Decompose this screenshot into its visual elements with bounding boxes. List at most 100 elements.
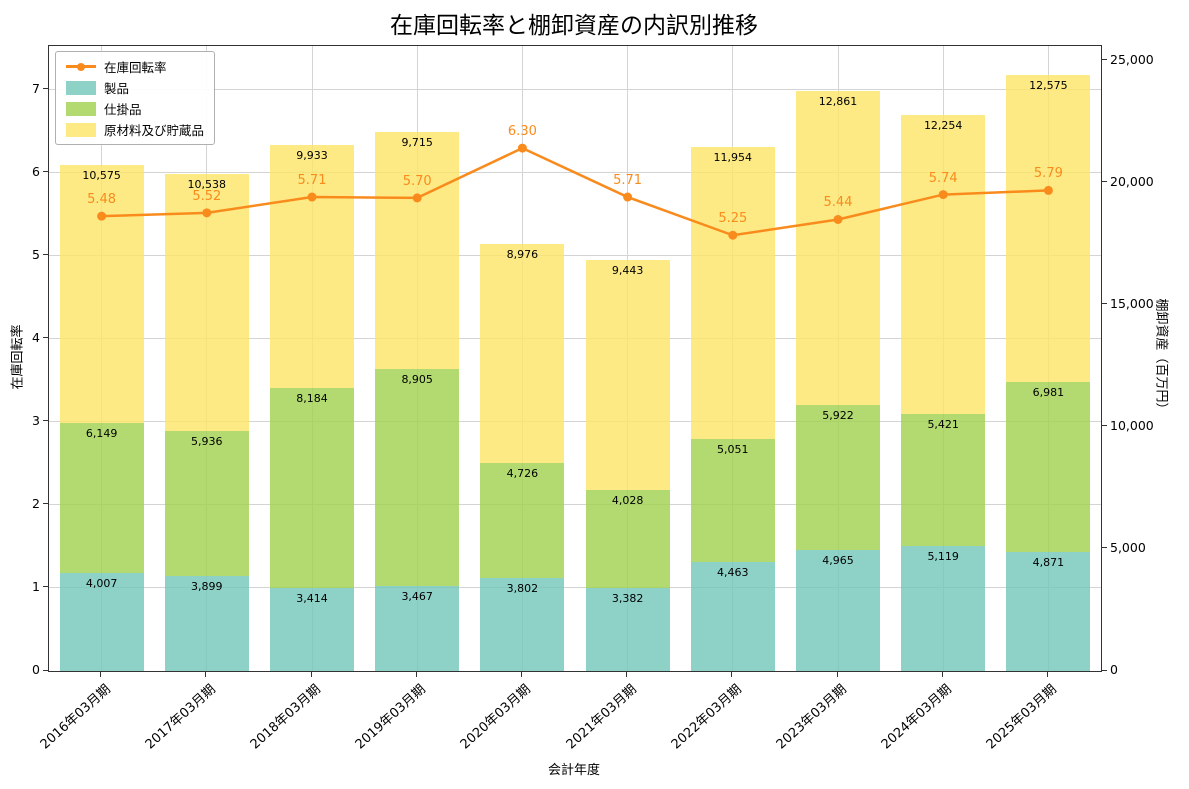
tick-mark — [1102, 547, 1107, 549]
bar-value-label: 4,028 — [611, 494, 644, 508]
bar-segment — [795, 91, 881, 406]
bar-segment — [901, 114, 986, 414]
line-value-label: 5.79 — [1033, 166, 1063, 182]
x-axis-label: 会計年度 — [547, 763, 600, 778]
bar-segment — [269, 387, 355, 588]
y-tick-label-left: 1 — [32, 578, 40, 594]
line-marker — [412, 193, 422, 203]
legend-marker-dot — [77, 62, 85, 71]
tick-mark — [520, 672, 522, 677]
bar-segment — [901, 413, 986, 547]
tick-mark — [43, 420, 48, 422]
grid-line-horizontal — [49, 89, 1101, 91]
bar-value-label: 4,726 — [506, 466, 539, 480]
y-tick-label-left: 4 — [32, 329, 40, 345]
bar-value-label: 11,954 — [713, 150, 753, 164]
bar-value-label: 8,905 — [401, 372, 433, 386]
bar-value-label: 10,575 — [82, 168, 121, 182]
chart-title: 在庫回転率と棚卸資産の内訳別推移 — [390, 13, 758, 39]
bar-value-label: 9,933 — [296, 149, 328, 163]
bar-segment — [901, 546, 986, 671]
x-tick-label: 2025年03月期 — [984, 681, 1061, 753]
bar-segment — [690, 438, 775, 563]
bar-value-label: 3,414 — [296, 591, 328, 605]
bar-value-label: 12,254 — [923, 118, 963, 132]
legend-swatch — [66, 122, 96, 137]
grid-line-horizontal — [49, 421, 1101, 423]
tick-mark — [1102, 303, 1107, 305]
bar-value-label: 5,051 — [717, 442, 749, 456]
tick-mark — [43, 586, 48, 588]
bar-segment — [375, 368, 460, 587]
line-value-label: 5.70 — [402, 173, 432, 189]
line-marker — [202, 208, 212, 218]
x-tick-label: 2019年03月期 — [352, 681, 429, 753]
bar-segment — [585, 490, 670, 589]
x-tick-label: 2018年03月期 — [247, 681, 324, 753]
line-marker — [833, 214, 843, 224]
bar-value-label: 4,965 — [822, 553, 854, 567]
legend-swatch — [66, 101, 96, 116]
line-value-label: 5.25 — [718, 211, 748, 227]
x-tick-label: 2023年03月期 — [773, 681, 850, 753]
x-tick-label: 2024年03月期 — [878, 681, 955, 753]
line-value-label: 5.52 — [192, 188, 222, 204]
tick-mark — [836, 672, 838, 677]
grid-line-horizontal — [49, 338, 1101, 340]
x-tick-label: 2020年03月期 — [458, 681, 535, 753]
grid-line-horizontal — [49, 255, 1101, 257]
legend-item: 在庫回転率 — [66, 59, 204, 75]
bar-value-label: 12,575 — [1029, 78, 1068, 92]
right-axis-label: 棚卸資産（百万円） — [1153, 298, 1169, 416]
line-marker — [1043, 185, 1053, 195]
bar-value-label: 9,443 — [611, 263, 644, 277]
legend-item: 製品 — [66, 80, 204, 96]
legend-item: 原材料及び貯蔵品 — [66, 122, 204, 138]
y-tick-label-right: 20,000 — [1110, 173, 1154, 189]
bar-value-label: 12,861 — [818, 95, 858, 109]
legend-swatch — [66, 80, 96, 95]
tick-mark — [43, 88, 48, 90]
plot-area: 4,007 6,149 10,575 3,899 5,936 10,538 3,414 8,1… — [48, 45, 1102, 672]
tick-mark — [310, 672, 312, 677]
y-tick-label-right: 10,000 — [1110, 417, 1154, 433]
x-tick-label: 2016年03月期 — [37, 681, 114, 753]
line-value-label: 5.48 — [87, 192, 117, 208]
tick-mark — [1102, 425, 1107, 427]
y-tick-label-left: 6 — [32, 163, 40, 179]
bar-value-label: 9,715 — [401, 135, 433, 149]
tick-mark — [941, 672, 943, 677]
y-tick-label-left: 5 — [32, 246, 40, 262]
bar-value-label: 5,119 — [927, 550, 959, 564]
bar-segment — [480, 578, 565, 671]
bar-value-label: 3,467 — [401, 590, 433, 604]
bar-segment — [690, 146, 775, 439]
bar-segment — [585, 259, 670, 491]
line-marker — [938, 190, 948, 200]
bar-segment — [375, 586, 460, 671]
bar-value-label: 3,899 — [191, 579, 223, 593]
tick-mark — [626, 672, 628, 677]
tick-mark — [43, 337, 48, 339]
bar-value-label: 8,184 — [296, 391, 328, 405]
bar-segment — [269, 587, 355, 671]
bar-segment — [480, 243, 565, 463]
x-tick-label: 2021年03月期 — [563, 681, 640, 753]
bar-segment — [59, 164, 144, 424]
bar-segment — [59, 423, 144, 574]
bar-value-label: 5,922 — [822, 409, 854, 423]
tick-mark — [205, 672, 207, 677]
bar-value-label: 4,007 — [85, 577, 118, 591]
y-tick-label-left: 7 — [32, 80, 40, 96]
tick-mark — [43, 669, 48, 671]
legend-line-icon — [66, 60, 96, 74]
grid-line-horizontal — [49, 504, 1101, 506]
bar-value-label: 6,149 — [85, 427, 118, 441]
bar-segment — [795, 405, 881, 550]
legend: 在庫回転率 製品 仕掛品 原材料及び貯蔵品 — [55, 51, 216, 145]
bar-value-label: 6,981 — [1032, 385, 1065, 399]
tick-mark — [1102, 669, 1107, 671]
y-tick-label-left: 2 — [32, 495, 40, 511]
bar-segment — [690, 562, 775, 671]
x-tick-label: 2017年03月期 — [142, 681, 219, 753]
